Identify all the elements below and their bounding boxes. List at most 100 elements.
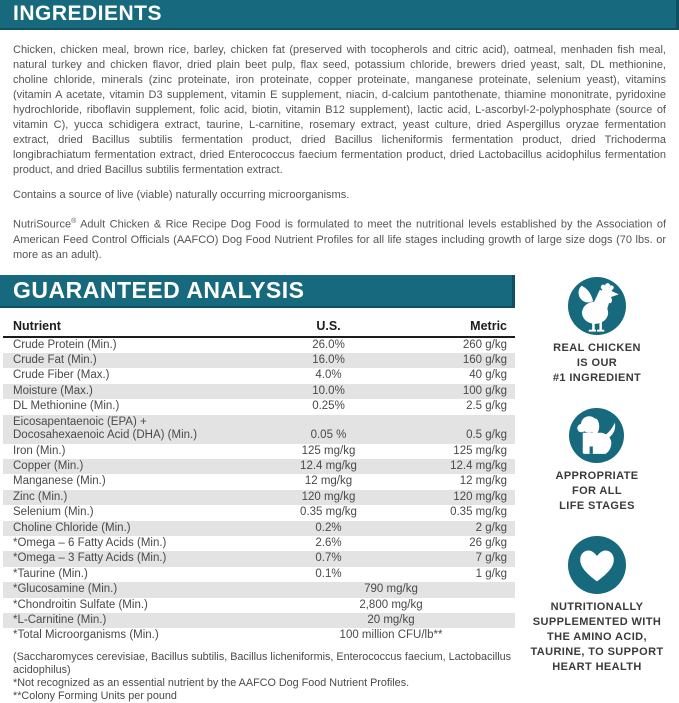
footnote-cfu: **Colony Forming Units per pound [13,689,177,702]
table-row: Crude Fiber (Max.) 4.0% 40 g/kg [3,368,515,383]
aafco-text: Adult Chicken & Rice Recipe Dog Food is … [13,218,666,261]
metric-value: 1 g/kg [475,567,507,580]
combined-value: 790 mg/kg [364,583,418,596]
nutrient-cell: Zinc (Min.) [13,490,68,503]
us-value: 10.0% [312,384,345,397]
table-row: *Chondroitin Sulfate (Min.) 2,800 mg/kg [3,598,515,613]
footnote-not-recognized: *Not recognized as an essential nutrient… [13,676,410,689]
footnote-microorganism-species: (Saccharomyces cerevisiae, Bacillus subt… [13,650,512,676]
ingredients-section-header: INGREDIENTS [0,0,679,30]
us-value: 26.0% [312,338,345,351]
guaranteed-analysis-table: Nutrient U.S. Metric Crude Protein (Min.… [3,317,515,644]
table-row: Selenium (Min.) 0.35 mg/kg 0.35 mg/kg [3,505,515,520]
table-row: DL Methionine (Min.) 0.25% 2.5 g/kg [3,399,515,414]
us-value: 125 mg/kg [301,444,356,457]
col-header-us: U.S. [316,318,341,333]
nutrient-cell: *L-Carnitine (Min.) [13,613,107,626]
ingredients-copy: Chicken, chicken meal, brown rice, barle… [0,43,679,263]
analysis-title: GUARANTEED ANALYSIS [13,276,305,303]
table-row: *Omega – 6 Fatty Acids (Min.) 2.6% 26 g/kg [3,536,515,551]
table-row: Zinc (Min.) 120 mg/kg 120 mg/kg [3,489,515,506]
nutrient-cell: *Omega – 3 Fatty Acids (Min.) [13,552,167,565]
nutrient-cell: Selenium (Min.) [13,506,94,519]
nutrient-cell: *Taurine (Min.) [13,567,88,580]
nutrient-cell: Iron (Min.) [13,444,66,457]
table-header-row: Nutrient U.S. Metric [3,317,515,338]
table-row: *Glucosamine (Min.) 790 mg/kg [3,582,515,598]
us-value: 16.0% [312,354,345,367]
table-body: Crude Protein (Min.) 26.0% 260 g/kg Crude … [3,338,515,644]
table-row: *L-Carnitine (Min.) 20 mg/kg [3,612,515,629]
table-row: Manganese (Min.) 12 mg/kg 12 mg/kg [3,474,515,489]
us-value: 0.35 mg/kg [300,506,357,519]
nutrient-cell: Choline Chloride (Min.) [13,521,131,534]
ingredients-list: Chicken, chicken meal, brown rice, barle… [13,44,666,176]
badge-rail: REAL CHICKEN IS OUR #1 INGREDIENT APPROP… [515,275,679,703]
nutrient-cell: Crude Fat (Min.) [13,354,97,367]
us-value: 12 mg/kg [304,475,353,488]
combined-value: 20 mg/kg [367,613,415,626]
metric-value: 40 g/kg [469,369,507,382]
microorganisms-note: Contains a source of live (viable) natur… [13,189,350,201]
nutrient-cell: Copper (Min.) [13,459,84,472]
metric-value: 2 g/kg [475,521,507,534]
nutrient-cell: DL Methionine (Min.) [13,400,120,413]
combined-value: 2,800 mg/kg [359,598,423,611]
metric-value: 0.35 mg/kg [450,506,507,519]
table-row: Copper (Min.) 12.4 mg/kg 12.4 mg/kg [3,458,515,475]
metric-value: 160 g/kg [462,354,507,367]
heart-icon [568,535,626,594]
badge-heart-health: NUTRITIONALLY SUPPLEMENTED WITH THE AMIN… [530,535,664,675]
nutrient-cell: Eicosapentaenoic (EPA) + Docosahexaenoic… [13,415,198,442]
table-row: Moisture (Max.) 10.0% 100 g/kg [3,383,515,400]
aafco-statement: NutriSource® Adult Chicken & Rice Recipe… [13,214,666,263]
metric-value: 12.4 mg/kg [450,459,507,472]
nutrient-cell: *Glucosamine (Min.) [13,583,118,596]
badge-real-chicken: REAL CHICKEN IS OUR #1 INGREDIENT [552,276,642,386]
table-row: *Total Microorganisms (Min.) 100 million … [3,628,515,643]
metric-value: 125 mg/kg [453,444,507,457]
metric-value: 260 g/kg [462,338,507,351]
table-row: Crude Protein (Min.) 26.0% 260 g/kg [3,338,515,353]
badge-label: NUTRITIONALLY SUPPLEMENTED WITH THE AMIN… [530,600,664,673]
table-row: Eicosapentaenoic (EPA) + Docosahexaenoic… [3,414,515,444]
metric-value: 100 g/kg [462,384,507,397]
nutrient-cell: Crude Fiber (Max.) [13,369,110,382]
us-value: 4.0% [315,369,342,382]
us-value: 0.7% [315,552,342,565]
us-value: 0.1% [315,567,342,580]
metric-value: 12 mg/kg [459,475,507,488]
col-header-nutrient: Nutrient [13,318,61,333]
table-row: Crude Fat (Min.) 16.0% 160 g/kg [3,353,515,369]
badge-label: APPROPRIATE FOR ALL LIFE STAGES [555,469,639,512]
brand-name: NutriSource [13,218,72,231]
puppy-icon [569,407,625,463]
us-value: 0.2% [315,521,342,534]
metric-value: 0.5 g/kg [466,429,507,442]
nutrient-cell: *Omega – 6 Fatty Acids (Min.) [13,536,167,549]
us-value: 0.25% [312,400,345,413]
analysis-section-header: GUARANTEED ANALYSIS [0,274,515,308]
badge-label: REAL CHICKEN IS OUR #1 INGREDIENT [552,341,642,384]
badge-life-stages: APPROPRIATE FOR ALL LIFE STAGES [555,407,639,514]
col-header-metric: Metric [470,318,507,333]
metric-value: 2.5 g/kg [466,400,507,413]
ingredients-title: INGREDIENTS [13,2,163,25]
us-value: 12.4 mg/kg [300,459,357,472]
table-row: Choline Chloride (Min.) 0.2% 2 g/kg [3,520,515,536]
analysis-left-column: GUARANTEED ANALYSIS Nutrient U.S. Metric… [0,274,515,703]
chicken-icon [568,276,626,335]
nutrient-cell: *Total Microorganisms (Min.) [13,629,159,642]
nutrient-cell: Manganese (Min.) [13,475,106,488]
metric-value: 120 mg/kg [453,490,507,503]
metric-value: 26 g/kg [469,536,507,549]
combined-value: 100 million CFU/lb** [339,629,443,642]
nutrient-cell: *Chondroitin Sulfate (Min.) [13,598,148,611]
metric-value: 7 g/kg [475,552,507,565]
table-row: *Omega – 3 Fatty Acids (Min.) 0.7% 7 g/kg [3,551,515,567]
nutrient-cell: Crude Protein (Min.) [13,338,117,351]
us-value: 0.05 % [310,429,347,442]
table-row: Iron (Min.) 125 mg/kg 125 mg/kg [3,444,515,459]
us-value: 2.6% [315,536,342,549]
table-footnotes: (Saccharomyces cerevisiae, Bacillus subt… [3,651,515,703]
